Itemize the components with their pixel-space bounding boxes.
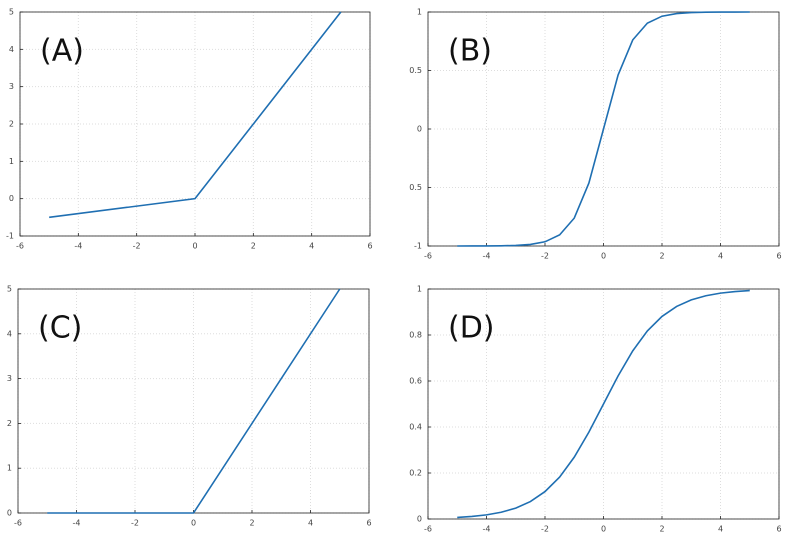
x-tick-label: 2	[659, 252, 664, 261]
x-tick-label: -2	[541, 525, 549, 534]
subplot: -6 -4 -2 0 2 4 6 0 0.2 0.4 0.6 0.8 1 (D)	[409, 285, 781, 534]
x-tick-label: -2	[131, 519, 139, 528]
y-tick-label: 0.6	[409, 377, 422, 386]
x-tick-label: -2	[133, 242, 141, 251]
x-tick-label: -6	[16, 242, 24, 251]
x-tick-label: -4	[483, 525, 491, 534]
y-tick-label: 5	[9, 8, 14, 17]
y-tick-label: 0.5	[409, 66, 422, 75]
subplot: -6 -4 -2 0 2 4 6 0 1 2 3 4 5 (C)	[7, 285, 372, 528]
data-line	[47, 288, 341, 514]
panel-title: (D)	[448, 311, 495, 346]
y-tick-label: 1	[9, 157, 14, 166]
data-line	[457, 289, 750, 519]
y-tick-label: 0.4	[409, 423, 422, 432]
y-tick-label: 0.2	[409, 469, 422, 478]
y-tick-label: 3	[9, 82, 14, 91]
y-tick-label: 0	[417, 515, 422, 524]
y-tick-label: 1	[417, 8, 422, 17]
y-tick-label: -1	[414, 242, 422, 251]
x-tick-label: -4	[483, 252, 491, 261]
plot-frame	[427, 11, 780, 247]
x-tick-label: 4	[718, 252, 723, 261]
panel-title: (A)	[40, 34, 84, 69]
x-tick-label: 0	[601, 252, 606, 261]
x-tick-label: 4	[718, 525, 723, 534]
y-tick-label: 5	[7, 285, 12, 294]
plot-frame	[19, 11, 371, 237]
y-tick-label: 2	[7, 419, 12, 428]
subplot: -6 -4 -2 0 2 4 6 -1 0.5 0 0.5 1 (B)	[409, 8, 781, 261]
data-line	[49, 11, 342, 219]
panel-title: (C)	[38, 311, 82, 346]
y-tick-label: 1	[417, 285, 422, 294]
x-tick-label: 6	[366, 519, 371, 528]
y-tick-label: -1	[6, 232, 14, 241]
x-tick-label: -6	[14, 519, 22, 528]
x-tick-label: 6	[776, 525, 781, 534]
x-tick-label: -6	[424, 252, 432, 261]
x-tick-label: 0	[192, 242, 197, 251]
plot-frame	[427, 288, 780, 520]
y-tick-label: 0	[417, 125, 422, 134]
x-tick-label: 0	[191, 519, 196, 528]
y-tick-label: 2	[9, 120, 14, 129]
x-tick-label: -4	[73, 519, 81, 528]
x-tick-label: 6	[367, 242, 372, 251]
x-tick-label: 4	[309, 242, 314, 251]
y-tick-label: 4	[7, 329, 12, 338]
panel-title: (B)	[448, 34, 492, 69]
x-tick-label: 2	[249, 519, 254, 528]
y-tick-label: 0	[9, 194, 14, 203]
y-tick-label: 1	[7, 464, 12, 473]
x-tick-label: -4	[74, 242, 82, 251]
y-tick-label: 4	[9, 45, 14, 54]
x-tick-label: 2	[251, 242, 256, 251]
x-tick-label: 6	[776, 252, 781, 261]
x-tick-label: -6	[424, 525, 432, 534]
y-tick-label: 0.8	[409, 331, 422, 340]
data-line	[457, 11, 750, 247]
y-tick-label: 3	[7, 374, 12, 383]
x-tick-label: -2	[541, 252, 549, 261]
x-tick-label: 2	[659, 525, 664, 534]
x-tick-label: 0	[601, 525, 606, 534]
x-tick-label: 4	[308, 519, 313, 528]
y-tick-label: 0.5	[409, 183, 422, 192]
subplot: -6 -4 -2 0 2 4 6 -1 0 1 2 3 4 5 (A)	[6, 8, 373, 251]
y-tick-label: 0	[7, 509, 12, 518]
